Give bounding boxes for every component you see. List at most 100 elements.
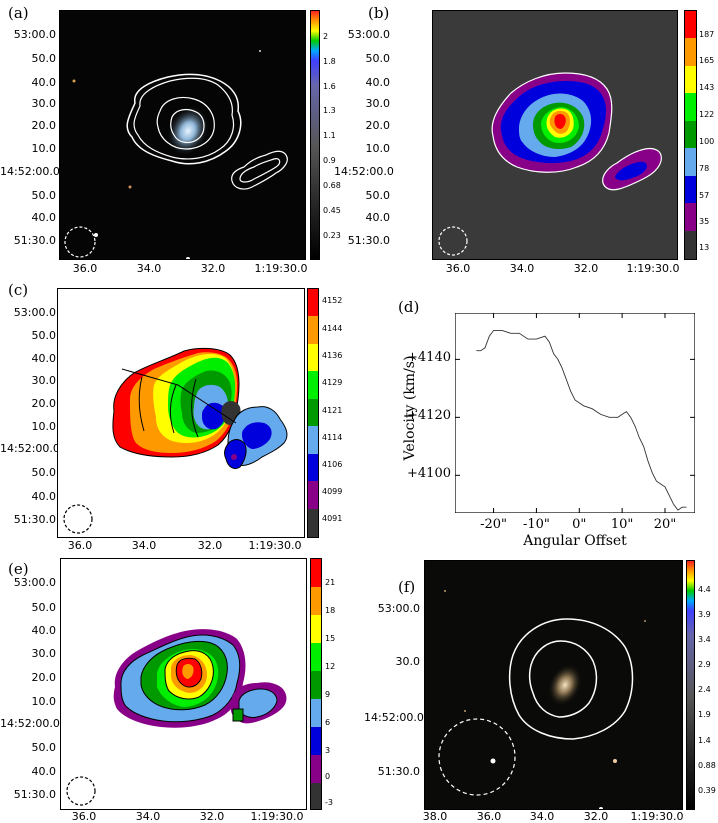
- panel-label: (f): [398, 578, 416, 596]
- colorbar-segment: [308, 426, 318, 454]
- colorbar: [310, 558, 322, 810]
- colorbar-tick: 1.6: [323, 82, 336, 91]
- colorbar-tick: 100: [699, 137, 715, 146]
- y-tick: 51:30.0: [13, 234, 56, 247]
- moment1-map: [57, 288, 305, 538]
- colorbar-segment: [308, 289, 318, 316]
- y-tick: 53:00.0: [13, 576, 56, 589]
- y-tick: 40.0: [31, 76, 57, 89]
- y-tick-label: +4100: [407, 466, 451, 482]
- y-tick: 40.0: [31, 490, 57, 503]
- x-tick: 36.0: [476, 810, 502, 823]
- galaxy-core: [166, 105, 210, 157]
- y-tick: 20.0: [31, 397, 57, 410]
- colorbar-tick: 1.3: [323, 106, 336, 115]
- velocity-chart: [455, 313, 695, 513]
- colorbar-segment: [308, 481, 318, 509]
- colorbar-segment: [685, 121, 696, 148]
- optical-image: [424, 560, 683, 810]
- x-axis-label: Angular Offset: [523, 533, 627, 549]
- x-tick: 36.0: [445, 262, 471, 275]
- panel-label: (a): [8, 4, 29, 22]
- x-tick: 1:19:30.0: [250, 810, 304, 823]
- x-tick: 1:19:30.0: [248, 539, 302, 552]
- y-tick: 30.0: [31, 97, 57, 110]
- y-tick: 51:30.0: [377, 765, 420, 778]
- colorbar-segment: [308, 371, 318, 399]
- x-tick: 36.0: [72, 262, 98, 275]
- y-tick-label: +4120: [407, 408, 451, 424]
- colorbar-tick: 165: [699, 56, 715, 65]
- colorbar-ticks: 4.4 3.9 3.4 2.9 2.4 1.9 1.4 0.88 0.39: [698, 560, 718, 810]
- optical-image: [59, 10, 306, 260]
- colorbar-tick: 0.9: [323, 156, 336, 165]
- y-tick: 53:00.0: [13, 306, 56, 319]
- colorbar-tick: 78: [699, 164, 710, 173]
- beam-circle: [66, 776, 96, 806]
- colorbar-tick: 1.9: [698, 710, 711, 719]
- y-tick: 10.0: [365, 142, 391, 155]
- colorbar-tick: -3: [325, 798, 333, 807]
- y-tick: 50.0: [31, 329, 57, 342]
- colorbar-ticks: 187 165 143 122 100 78 57 35 13: [699, 10, 718, 260]
- y-tick: 20.0: [31, 671, 57, 684]
- colorbar-tick: 4152: [322, 296, 343, 305]
- colorbar-tick: 57: [699, 191, 710, 200]
- beam-circle: [438, 718, 516, 796]
- colorbar-tick: 0: [325, 772, 331, 781]
- colorbar-segment: [311, 783, 321, 809]
- y-tick: 50.0: [31, 741, 57, 754]
- y-tick: 14:52:00.0: [334, 165, 394, 178]
- y-tick: 30.0: [31, 374, 57, 387]
- colorbar-segment: [685, 38, 696, 66]
- colorbar-tick: 2.9: [698, 660, 711, 669]
- y-tick: 14:52:00.0: [0, 717, 60, 730]
- y-tick: 10.0: [31, 695, 57, 708]
- colorbar-tick: 4106: [322, 460, 343, 469]
- colorbar-ticks: 4152 4144 4136 4129 4121 4114 4106 4099 …: [322, 288, 348, 538]
- y-tick-label: +4140: [407, 350, 451, 366]
- x-tick: 32.0: [199, 810, 225, 823]
- x-tick: 1:19:30.0: [254, 262, 308, 275]
- optical-image-contours: [64, 50, 288, 259]
- colorbar-segment: [308, 454, 318, 481]
- colorbar-tick: 3: [325, 746, 331, 755]
- y-tick: 53:00.0: [377, 602, 420, 615]
- colorbar-segment: [685, 231, 696, 259]
- beam-circle: [64, 226, 96, 258]
- y-tick: 53:00.0: [13, 28, 56, 41]
- colorbar-tick: 21: [325, 578, 336, 587]
- colorbar-tick: 122: [699, 110, 715, 119]
- y-tick: 40.0: [31, 211, 57, 224]
- y-tick: 40.0: [31, 765, 57, 778]
- y-tick: 40.0: [31, 624, 57, 637]
- y-tick: 40.0: [365, 76, 391, 89]
- y-tick: 40.0: [365, 211, 391, 224]
- y-tick: 20.0: [31, 119, 57, 132]
- x-tick-label: -20": [480, 517, 508, 532]
- colorbar: [310, 10, 320, 260]
- y-tick: 14:52:00.0: [0, 165, 60, 178]
- colorbar-tick: 12: [325, 662, 336, 671]
- y-tick: 10.0: [31, 142, 57, 155]
- y-tick: 40.0: [31, 352, 57, 365]
- y-tick: 30.0: [365, 97, 391, 110]
- x-tick-label: -10": [522, 517, 550, 532]
- colorbar-tick: 3.4: [698, 635, 711, 644]
- y-tick: 50.0: [365, 189, 391, 202]
- y-tick: 51:30.0: [13, 513, 56, 526]
- region-dot: [231, 454, 237, 460]
- colorbar-tick: 4129: [322, 378, 343, 387]
- colorbar-tick: 187: [699, 30, 715, 39]
- colorbar-tick: 1.4: [698, 736, 711, 745]
- colorbar-segment: [685, 148, 696, 176]
- velocity-series-line: [476, 329, 687, 511]
- x-tick: 34.0: [529, 810, 555, 823]
- colorbar-segment: [685, 176, 696, 203]
- y-tick: 50.0: [31, 466, 57, 479]
- plot-frame: [455, 313, 695, 513]
- x-tick: 36.0: [67, 539, 93, 552]
- colorbar-ticks: 2 1.8 1.6 1.3 1.1 0.9 0.68 0.45 0.23: [323, 10, 363, 260]
- colorbar-tick: 0.68: [323, 181, 341, 190]
- x-tick-label: 0": [572, 517, 587, 532]
